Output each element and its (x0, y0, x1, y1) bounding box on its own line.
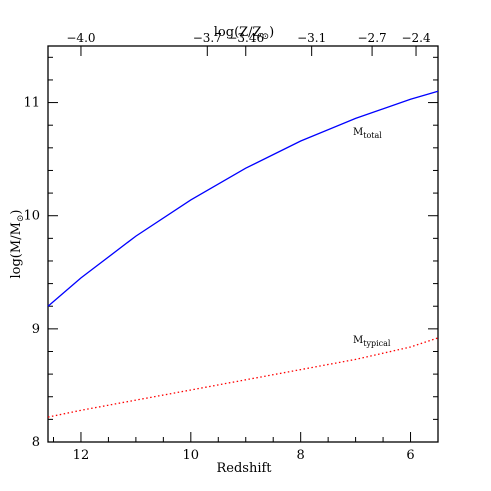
top-tick-label: −3.7 (193, 31, 222, 45)
series-label-total: Mtotal (353, 127, 382, 140)
top-tick-label: −3.46 (227, 31, 264, 45)
y-axis-label: log(M/M⊙) (9, 209, 26, 278)
x-tick-label: 8 (297, 448, 305, 463)
y-tick-label: 11 (23, 96, 40, 111)
ticks: 12 10 8 6 8 9 10 11 −4.0 −3.7 −3.46 −3.1 −2.7 −2.4 (23, 31, 439, 463)
x-tick-label: 12 (73, 448, 90, 463)
x-tick-label: 6 (406, 448, 414, 463)
top-tick-label: −3.1 (297, 31, 326, 45)
top-tick-label: −4.0 (66, 31, 95, 45)
y-tick-label: 9 (32, 322, 40, 337)
series-label-typical: Mtypical (353, 335, 391, 348)
y-tick-label: 8 (32, 435, 40, 450)
top-tick-label: −2.4 (401, 31, 431, 45)
top-tick-label: −2.7 (358, 31, 387, 45)
series-line-typical (47, 337, 439, 418)
series-line-total (47, 90, 439, 307)
x-axis-label: Redshift (216, 461, 272, 476)
y-tick-label: 10 (23, 209, 40, 224)
x-tick-label: 10 (183, 448, 200, 463)
plot-frame (47, 45, 439, 443)
series-layer (47, 90, 439, 418)
top-axis-label: log(Z/Z⊙) (214, 25, 274, 42)
